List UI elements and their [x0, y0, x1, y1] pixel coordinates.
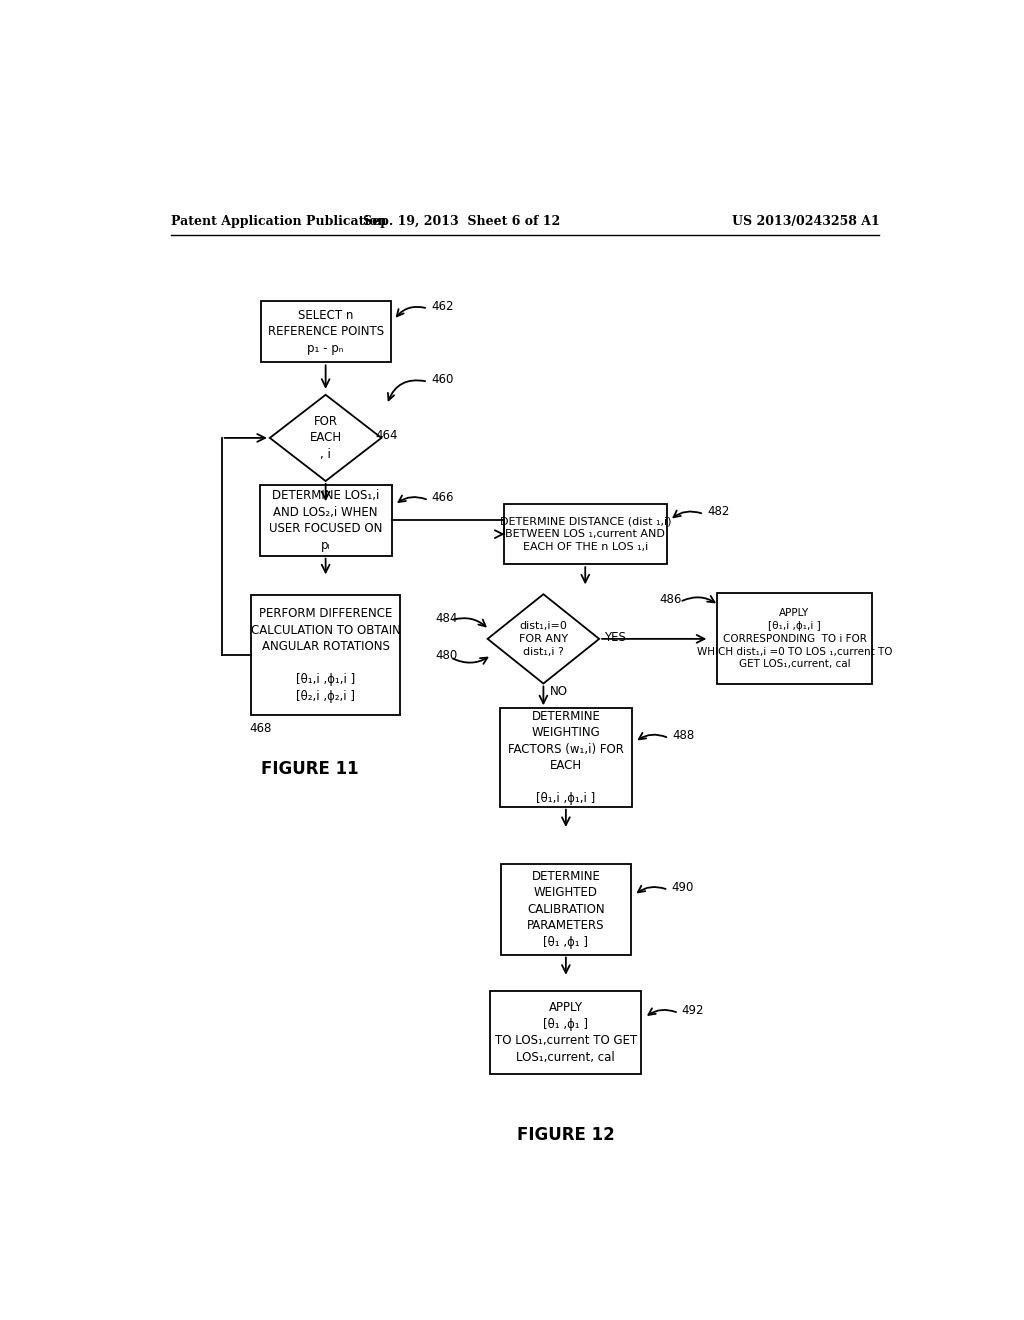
Bar	[717, 594, 872, 684]
Text: YES: YES	[604, 631, 626, 644]
Text: PERFORM DIFFERENCE
CALCULATION TO OBTAIN
ANGULAR ROTATIONS

[θ₁,i ,ϕ₁,i ]
[θ₂,i : PERFORM DIFFERENCE CALCULATION TO OBTAIN…	[251, 607, 400, 702]
Polygon shape	[487, 594, 599, 684]
Bar	[260, 484, 391, 556]
Text: DETERMINE LOS₁,i
AND LOS₂,i WHEN
USER FOCUSED ON
pᵢ: DETERMINE LOS₁,i AND LOS₂,i WHEN USER FO…	[269, 488, 382, 552]
Text: 460: 460	[431, 372, 454, 385]
Bar	[500, 708, 632, 807]
Polygon shape	[270, 395, 381, 480]
FancyArrowPatch shape	[682, 597, 715, 602]
Text: FIGURE 12: FIGURE 12	[517, 1126, 614, 1143]
FancyArrowPatch shape	[648, 1008, 676, 1015]
Text: 484: 484	[435, 612, 458, 626]
Text: SELECT n
REFERENCE POINTS
p₁ - pₙ: SELECT n REFERENCE POINTS p₁ - pₙ	[267, 309, 384, 355]
Text: APPLY
[θ₁ ,ϕ₁ ]
TO LOS₁,current TO GET
LOS₁,current, cal: APPLY [θ₁ ,ϕ₁ ] TO LOS₁,current TO GET L…	[495, 1001, 637, 1064]
Bar	[251, 595, 400, 714]
Text: 490: 490	[672, 880, 693, 894]
Text: 488: 488	[672, 730, 694, 742]
Bar	[501, 863, 631, 954]
Bar	[260, 301, 391, 363]
FancyArrowPatch shape	[674, 511, 701, 517]
Text: 492: 492	[682, 1005, 705, 1018]
Text: dist₁,i=0
FOR ANY
dist₁,i ?: dist₁,i=0 FOR ANY dist₁,i ?	[519, 622, 568, 656]
FancyArrowPatch shape	[639, 733, 667, 739]
Text: 462: 462	[431, 300, 454, 313]
Text: APPLY
[θ₁,i ,ϕ₁,i ]
CORRESPONDING  TO i FOR
WHICH dist₁,i =0 TO LOS ₁,current TO: APPLY [θ₁,i ,ϕ₁,i ] CORRESPONDING TO i F…	[696, 609, 892, 669]
Text: DETERMINE
WEIGHTING
FACTORS (w₁,i) FOR
EACH

[θ₁,i ,ϕ₁,i ]: DETERMINE WEIGHTING FACTORS (w₁,i) FOR E…	[508, 710, 624, 805]
Text: NO: NO	[550, 685, 567, 698]
FancyArrowPatch shape	[398, 495, 426, 502]
Text: 480: 480	[435, 648, 457, 661]
FancyArrowPatch shape	[397, 306, 425, 317]
FancyArrowPatch shape	[388, 380, 425, 400]
Text: FOR
EACH
, i: FOR EACH , i	[309, 414, 342, 461]
Text: 464: 464	[375, 429, 397, 442]
Bar	[490, 991, 641, 1074]
Text: Patent Application Publication: Patent Application Publication	[171, 215, 386, 228]
FancyArrowPatch shape	[638, 886, 666, 892]
Text: 468: 468	[249, 722, 271, 735]
Text: 486: 486	[658, 593, 681, 606]
Text: 482: 482	[707, 506, 729, 519]
FancyArrowPatch shape	[453, 657, 487, 664]
Text: US 2013/0243258 A1: US 2013/0243258 A1	[732, 215, 880, 228]
FancyArrowPatch shape	[453, 618, 485, 627]
Text: Sep. 19, 2013  Sheet 6 of 12: Sep. 19, 2013 Sheet 6 of 12	[362, 215, 560, 228]
Text: DETERMINE
WEIGHTED
CALIBRATION
PARAMETERS
[θ₁ ,ϕ₁ ]: DETERMINE WEIGHTED CALIBRATION PARAMETER…	[527, 870, 605, 949]
Text: 466: 466	[432, 491, 455, 504]
Bar	[504, 504, 667, 564]
Text: DETERMINE DISTANCE (dist ₁,i)
BETWEEN LOS ₁,current AND
EACH OF THE n LOS ₁,i: DETERMINE DISTANCE (dist ₁,i) BETWEEN LO…	[500, 516, 671, 552]
Text: FIGURE 11: FIGURE 11	[261, 760, 359, 777]
